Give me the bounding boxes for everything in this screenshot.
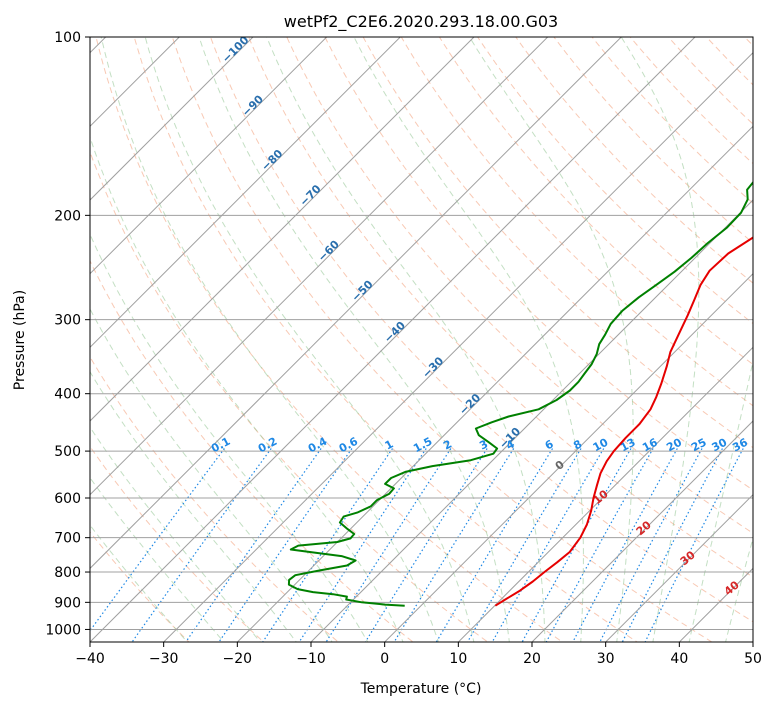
isotherm-line <box>90 37 402 349</box>
plot-frame <box>89 36 754 643</box>
dry-adiabat-line <box>362 37 753 449</box>
isotherm-line <box>604 493 753 642</box>
x-tick-label: 20 <box>523 651 541 667</box>
x-tick-label: 10 <box>449 651 467 667</box>
mixing-ratio-label: 36 <box>730 436 750 455</box>
mixing-ratio-line <box>298 448 427 642</box>
moist-adiabat-line <box>90 308 333 642</box>
x-tick-label: −40 <box>75 651 105 667</box>
y-tick-label: 300 <box>54 313 81 329</box>
dry-adiabat-line <box>324 37 753 491</box>
dry-adiabat-line <box>248 37 753 578</box>
mixing-ratio-line <box>621 448 723 642</box>
isotherm-line <box>90 37 475 422</box>
dry-adiabat-line <box>477 37 753 325</box>
mixing-ratio-line <box>435 448 554 642</box>
dry-adiabat-line <box>515 37 753 284</box>
mixing-ratio-line <box>218 448 353 642</box>
isotherm-line <box>90 37 181 128</box>
y-tick-label: 600 <box>54 491 81 507</box>
moist-adiabat-line <box>620 37 700 642</box>
x-axis-label: Temperature (°C) <box>360 681 482 697</box>
y-tick-label: 700 <box>54 531 81 547</box>
mixing-ratio-line <box>90 448 225 632</box>
chart-title: wetPf2_C2E6.2020.293.18.00.G03 <box>284 12 558 32</box>
isotherm-line <box>236 125 753 642</box>
y-tick-label: 200 <box>54 208 81 224</box>
x-tick-label: −30 <box>149 651 179 667</box>
dewpoint-profile-line <box>287 180 753 607</box>
x-tick-label: −10 <box>296 651 326 667</box>
mixing-ratio-line <box>572 448 678 642</box>
x-tick-label: −20 <box>223 651 253 667</box>
isotherm-line <box>90 37 623 570</box>
y-tick-label: 400 <box>54 387 81 403</box>
mixing-ratio-label: 20 <box>664 435 684 454</box>
background-lines <box>90 37 753 642</box>
isotherm-line <box>531 420 753 642</box>
moist-adiabat-line <box>725 536 753 642</box>
dry-adiabat-line <box>209 37 753 623</box>
y-axis-label: Pressure (hPa) <box>12 290 28 390</box>
y-axis-ticks: 100 200 300 400 500 600 700 800 900 1000 <box>45 30 90 638</box>
dry-adiabat-line <box>95 37 564 642</box>
mixing-ratio-line <box>364 448 488 642</box>
isotherm-line <box>90 37 328 275</box>
moist-adiabat-line <box>353 37 584 642</box>
mixing-ratio-line <box>466 448 582 642</box>
isotherm-line <box>90 37 549 496</box>
dry-adiabat-line <box>438 37 753 366</box>
x-tick-label: 0 <box>380 651 389 667</box>
dry-adiabat-line <box>286 37 753 534</box>
mixing-ratio-line <box>325 448 452 642</box>
mixing-ratio-line <box>644 448 744 642</box>
isotherm-line <box>90 37 696 642</box>
y-tick-label: 100 <box>54 30 81 46</box>
temperature-profile-line <box>494 236 753 607</box>
isotherm-line <box>457 346 753 642</box>
dry-adiabat-line <box>133 37 638 642</box>
moist-adiabat-line <box>100 37 440 642</box>
x-axis-ticks: −40 −30 −20 −10 0 10 20 30 40 50 <box>75 642 762 667</box>
moist-adiabat-line <box>469 37 634 642</box>
mixing-ratio-label: 10 <box>591 435 611 454</box>
mixing-ratio-line <box>185 448 322 642</box>
dry-adiabat-line <box>90 531 190 642</box>
y-tick-label: 1000 <box>45 622 81 638</box>
y-tick-label: 500 <box>54 444 81 460</box>
dry-adiabat-line <box>591 37 753 204</box>
mixing-ratio-line <box>521 448 632 642</box>
dry-adiabat-line <box>400 37 753 407</box>
dry-adiabat-line <box>629 37 753 165</box>
y-tick-label: 800 <box>54 565 81 581</box>
profile-series <box>287 180 753 607</box>
x-tick-label: 40 <box>670 651 688 667</box>
isotherm-line <box>90 37 254 201</box>
dry-adiabat-line <box>90 259 414 642</box>
isotherm-line <box>383 272 753 642</box>
mixing-ratio-label: 25 <box>689 436 709 455</box>
mixing-ratio-line <box>262 448 393 642</box>
mixing-ratio-line <box>599 448 703 642</box>
dry-adiabat-line <box>171 37 713 642</box>
y-tick-label: 900 <box>54 595 81 611</box>
mixing-ratio-label: 16 <box>640 436 660 455</box>
moist-adiabat-line <box>144 37 475 642</box>
x-tick-label: 30 <box>597 651 615 667</box>
isotherm-line <box>310 199 753 642</box>
dry-adiabat-line <box>90 445 265 642</box>
isotherm-line <box>162 51 753 642</box>
moist-adiabat-line <box>266 37 546 642</box>
x-tick-label: 50 <box>744 651 762 667</box>
mixing-ratio-label: 30 <box>710 436 730 455</box>
